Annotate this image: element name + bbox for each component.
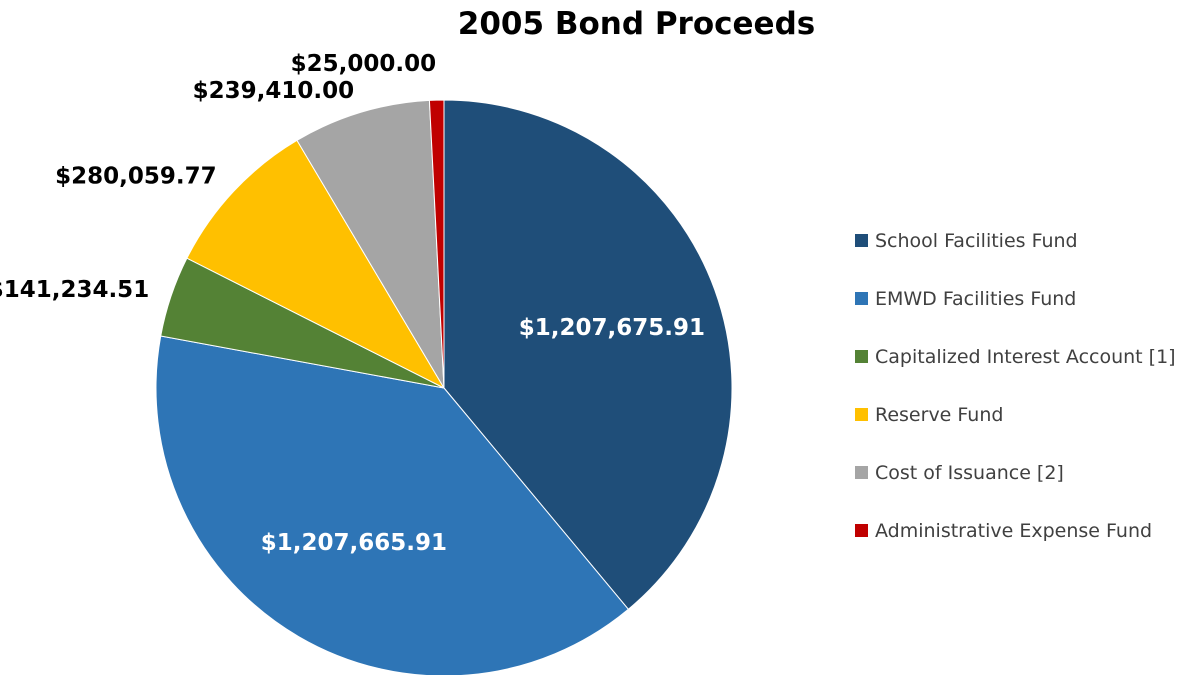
pie-slice-0 bbox=[443, 99, 733, 610]
slice-label-0: $1,207,675.91 bbox=[519, 315, 705, 341]
legend-label-0: School Facilities Fund bbox=[875, 229, 1078, 252]
legend-item-3: Reserve Fund bbox=[855, 398, 1200, 431]
pie-slice-1 bbox=[155, 335, 630, 675]
legend-label-1: EMWD Facilities Fund bbox=[875, 287, 1077, 310]
legend-swatch-1 bbox=[855, 292, 868, 305]
pie-slice-5 bbox=[428, 99, 445, 389]
slice-label-3: $280,059.77 bbox=[55, 164, 217, 190]
pie-slice-3 bbox=[186, 139, 446, 390]
legend-label-4: Cost of Issuance [2] bbox=[875, 461, 1064, 484]
legend-label-2: Capitalized Interest Account [1] bbox=[875, 345, 1176, 368]
legend-swatch-3 bbox=[855, 408, 868, 421]
pie-slice-4 bbox=[296, 99, 445, 389]
legend-swatch-4 bbox=[855, 466, 868, 479]
chart-title: 2005 Bond Proceeds bbox=[457, 6, 816, 42]
legend-label-5: Administrative Expense Fund bbox=[875, 519, 1153, 542]
legend-swatch-0 bbox=[855, 234, 868, 247]
slice-label-2: $141,234.51 bbox=[0, 277, 149, 303]
slice-label-1: $1,207,665.91 bbox=[261, 530, 447, 556]
legend: School Facilities Fund EMWD Facilities Fu… bbox=[855, 224, 1200, 572]
legend-item-1: EMWD Facilities Fund bbox=[855, 282, 1200, 315]
legend-item-5: Administrative Expense Fund bbox=[855, 514, 1200, 547]
legend-swatch-2 bbox=[855, 350, 868, 363]
legend-item-0: School Facilities Fund bbox=[855, 224, 1200, 257]
slice-label-4: $239,410.00 bbox=[193, 78, 355, 104]
legend-item-2: Capitalized Interest Account [1] bbox=[855, 340, 1200, 373]
slice-label-5: $25,000.00 bbox=[291, 51, 437, 77]
legend-label-3: Reserve Fund bbox=[875, 403, 1004, 426]
legend-item-4: Cost of Issuance [2] bbox=[855, 456, 1200, 489]
legend-swatch-5 bbox=[855, 524, 868, 537]
